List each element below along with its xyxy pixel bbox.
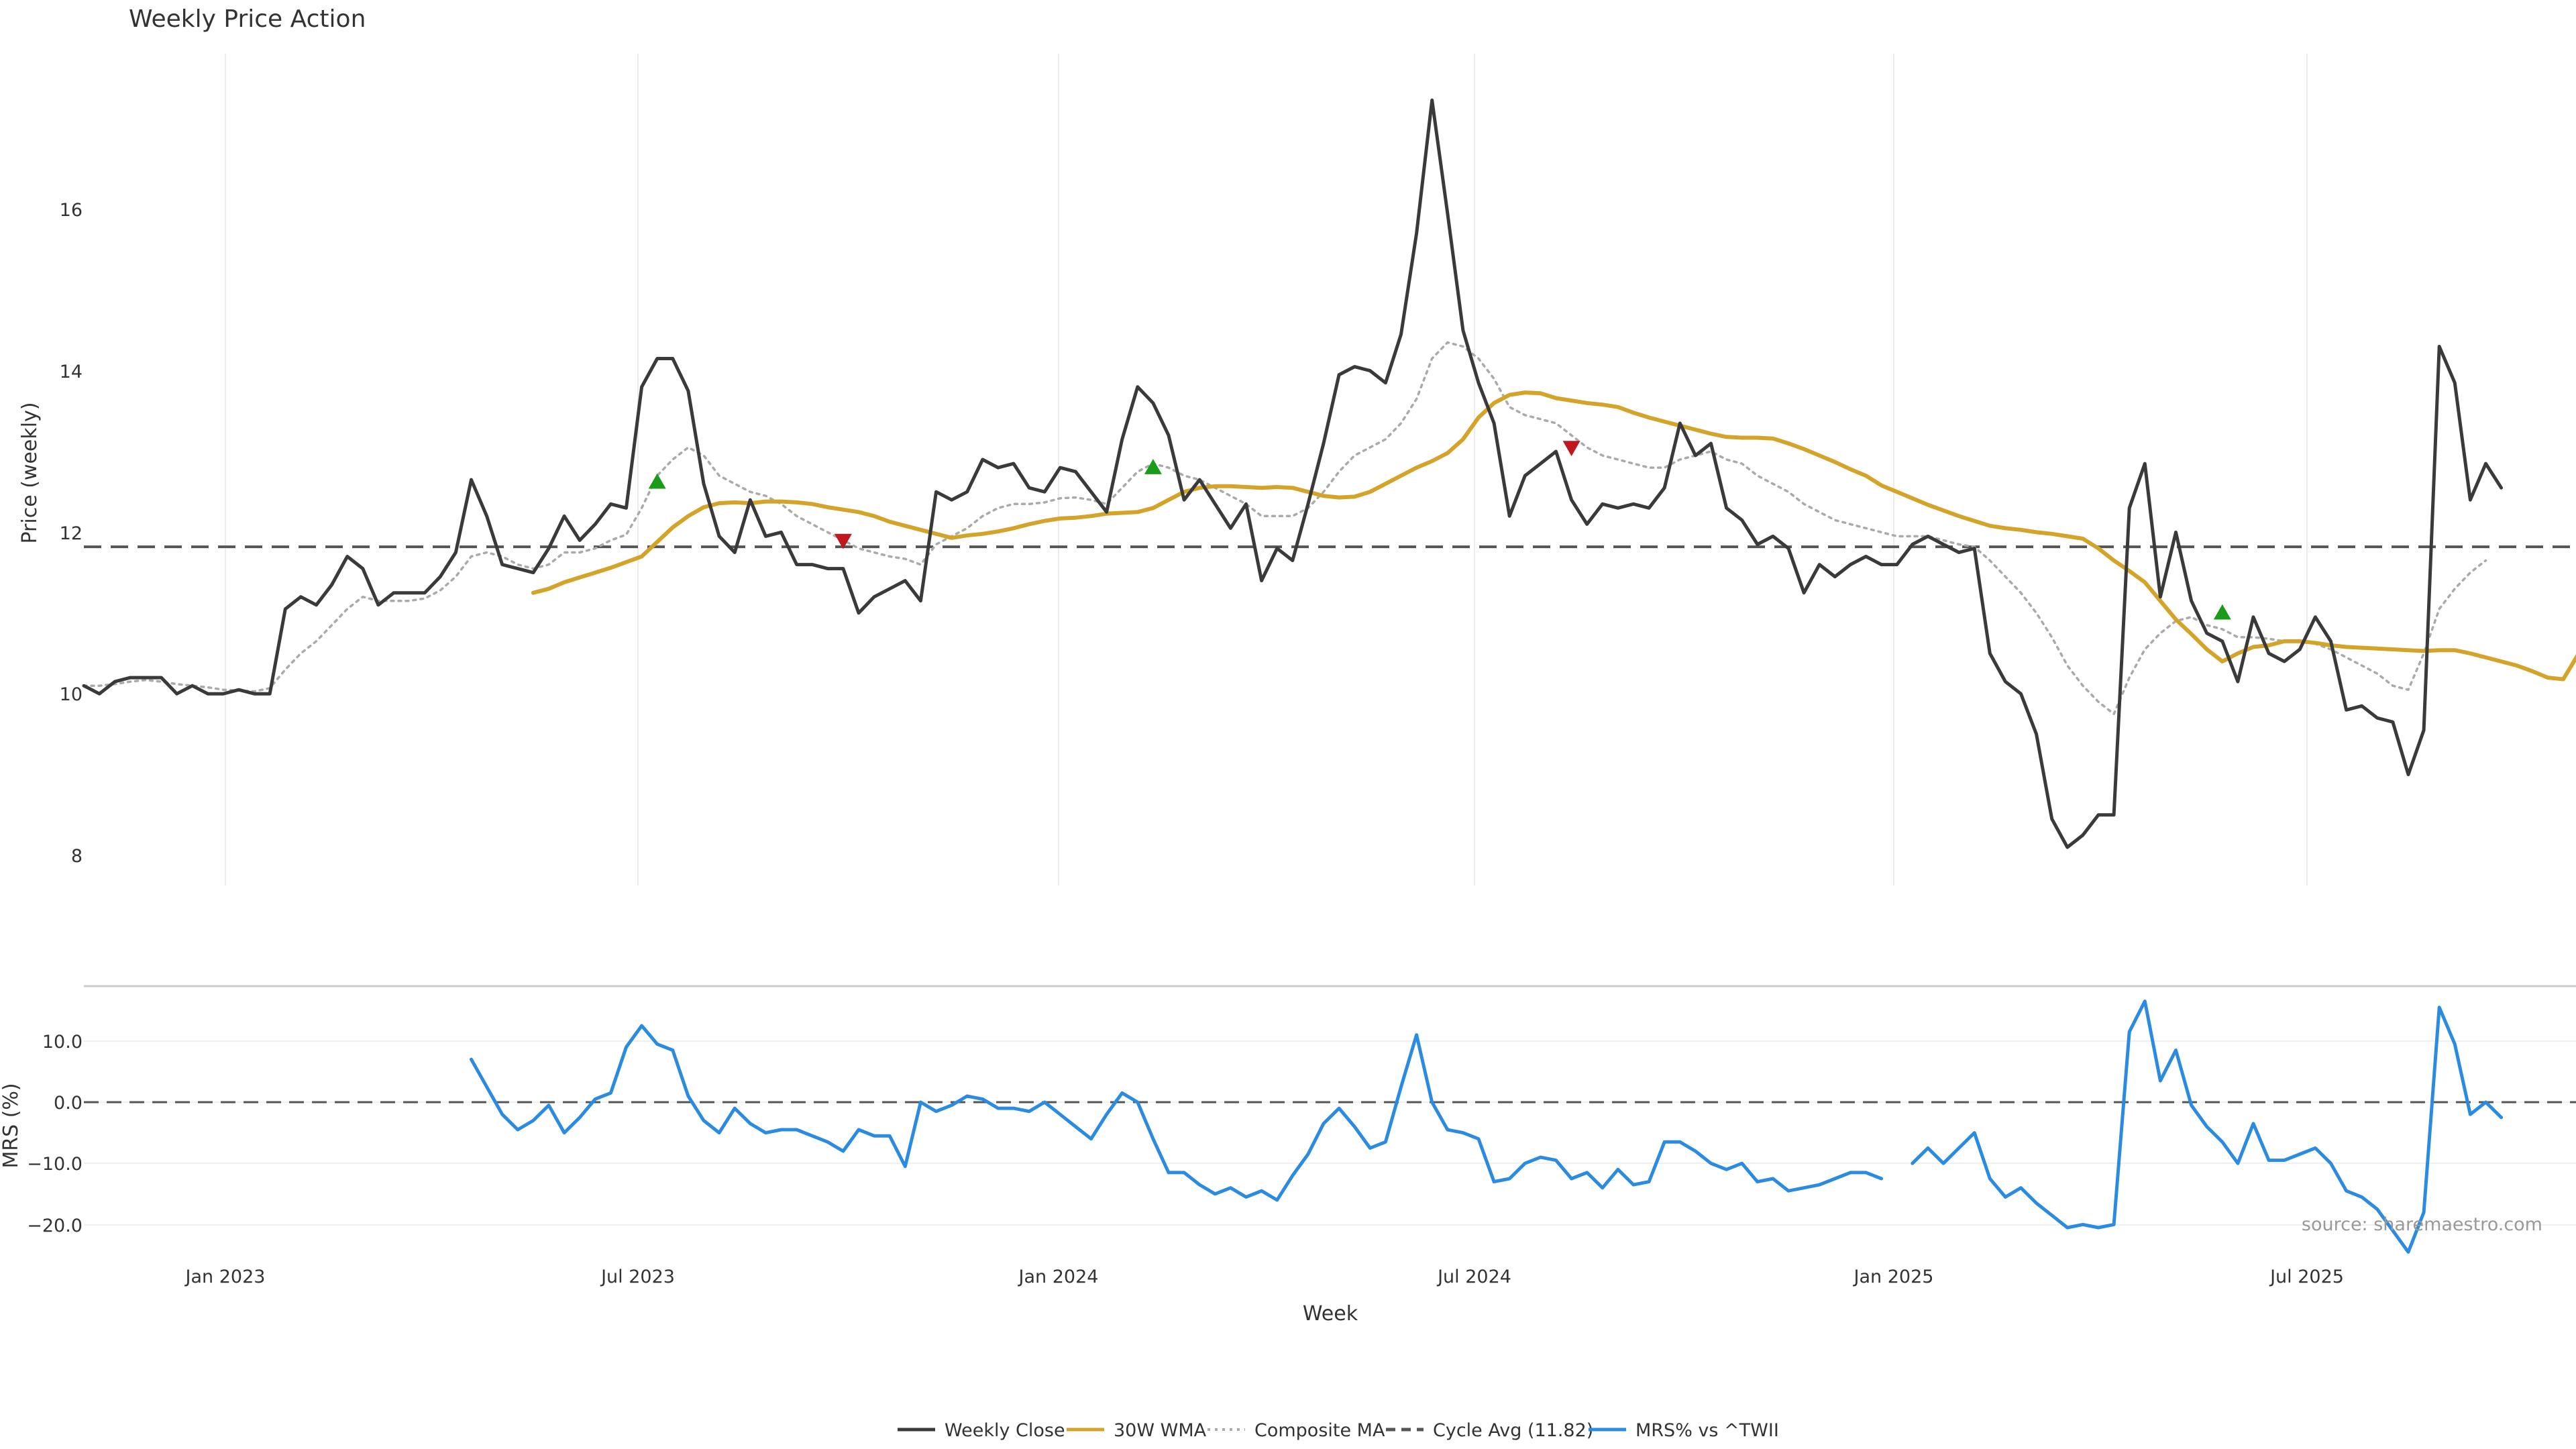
legend-label: Cycle Avg (11.82)	[1433, 1420, 1593, 1441]
price-y-tick-label: 14	[60, 362, 83, 382]
price-y-ticks: 8 10 12 14 16	[60, 200, 83, 867]
mrs-series-group	[470, 1000, 2504, 1254]
buy-signal-marker-4	[2213, 604, 2231, 620]
x-tick-label: Jan 2024	[1018, 1267, 1099, 1287]
series-weekly-close-line-0	[82, 98, 2504, 849]
source-annotation: source: sharemaestro.com	[2302, 1214, 2542, 1235]
buy-signal-marker-0	[648, 473, 666, 489]
price-y-axis-label: Price (weekly)	[18, 402, 42, 543]
price-series-group	[82, 98, 2576, 849]
x-tick-label: Jan 2023	[184, 1267, 266, 1287]
mrs-y-tick-label: 10.0	[42, 1032, 83, 1053]
price-grid	[225, 54, 2308, 885]
price-y-tick-label: 16	[60, 200, 83, 221]
x-tick-label: Jul 2024	[1436, 1267, 1511, 1287]
price-y-tick-label: 8	[71, 846, 83, 867]
x-axis-label: Week	[1303, 1302, 1358, 1326]
buy-signal-marker-2	[1144, 459, 1162, 474]
series-mrs-vs-twii-line-0	[470, 1024, 1884, 1202]
x-tick-label: Jul 2025	[2269, 1267, 2344, 1287]
x-tick-label: Jul 2023	[600, 1267, 675, 1287]
sell-signal-marker-1	[834, 533, 852, 549]
mrs-y-tick-label: −10.0	[27, 1154, 83, 1175]
legend-label: Weekly Close	[945, 1420, 1065, 1441]
x-ticks: Jan 2023 Jul 2023 Jan 2024 Jul 2024 Jan 2025…	[184, 1267, 2344, 1287]
sell-signal-marker-3	[1562, 441, 1580, 456]
legend-label: MRS% vs ^TWII	[1635, 1420, 1779, 1441]
price-y-tick-label: 10	[60, 684, 83, 705]
signal-markers	[648, 441, 2231, 620]
legend-label: 30W WMA	[1114, 1420, 1207, 1441]
mrs-y-tick-label: −20.0	[27, 1216, 83, 1236]
legend-label: Composite MA	[1254, 1420, 1385, 1441]
chart-title: Weekly Price Action	[129, 5, 366, 33]
mrs-y-axis-label: MRS (%)	[0, 1083, 23, 1168]
legend: Weekly Close 30W WMA Composite MA Cycle Avg…	[898, 1420, 1779, 1441]
x-tick-label: Jan 2025	[1853, 1267, 1934, 1287]
mrs-y-ticks: 10.0 0.0 −10.0 −20.0	[27, 1032, 83, 1236]
mrs-grid	[84, 1040, 2576, 1226]
series-composite-ma-line-0	[83, 341, 2487, 716]
series-30w-wma-line-0	[531, 390, 2576, 682]
series-mrs-vs-twii-line-1	[1911, 1000, 2504, 1254]
mrs-y-tick-label: 0.0	[54, 1093, 83, 1114]
price-y-tick-label: 12	[60, 523, 83, 544]
